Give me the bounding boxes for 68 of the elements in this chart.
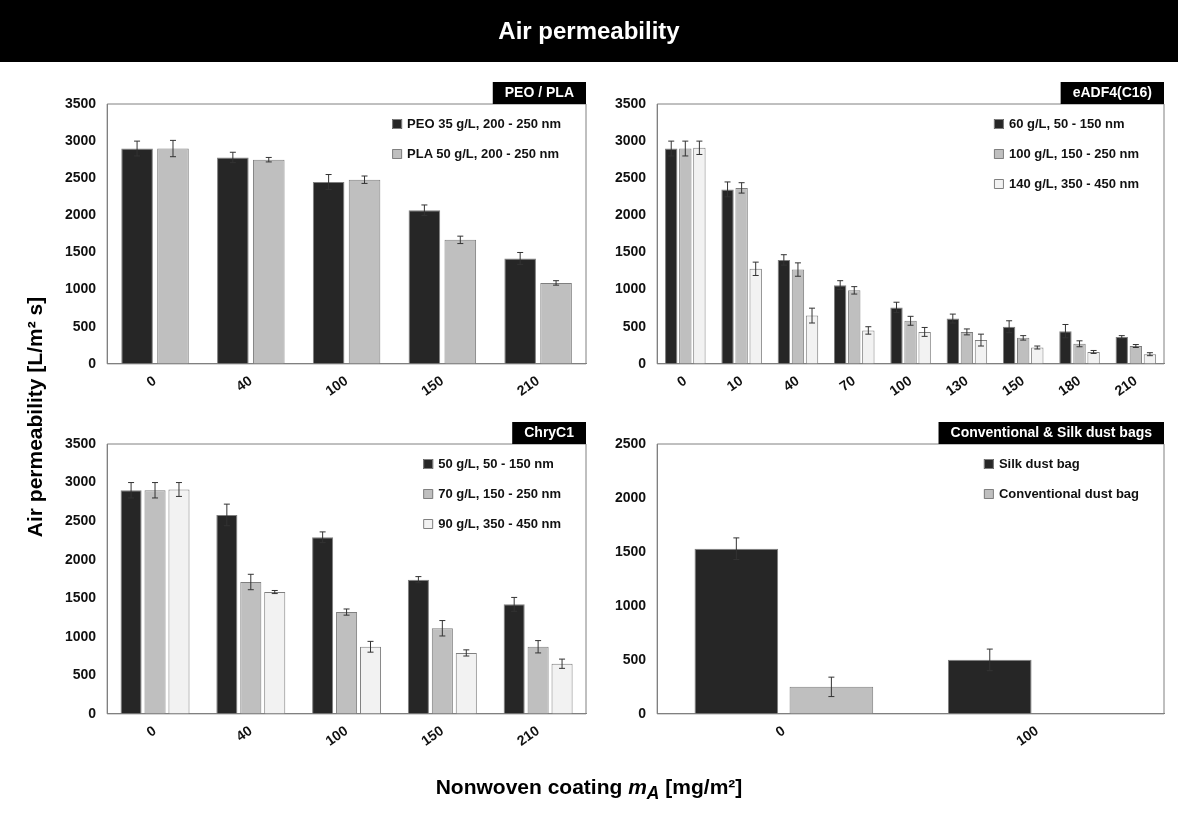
y-tick-label: 1000	[64, 280, 97, 297]
y-tick-label: 0	[638, 354, 647, 371]
chart-title: Conventional & Silk dust bags	[950, 423, 1153, 440]
x-tick-label: 0	[673, 372, 690, 390]
y-tick-label: 2500	[614, 169, 647, 186]
legend-label: Silk dust bag	[998, 455, 1080, 471]
y-tick-label: 1500	[614, 542, 647, 559]
legend-label: 90 g/L, 350 - 450 nm	[438, 515, 562, 531]
legend-label: 140 g/L, 350 - 450 nm	[1008, 175, 1140, 191]
y-tick-label: 500	[622, 650, 647, 667]
y-tick-label: 0	[88, 354, 97, 371]
legend-label: PEO 35 g/L, 200 - 250 nm	[407, 115, 562, 131]
chart-title: eADF4(C16)	[1072, 83, 1152, 100]
y-tick-label: 2000	[64, 206, 97, 223]
x-tick-label: 100	[886, 372, 915, 399]
x-tick-label: 210	[513, 372, 543, 399]
x-tick-label: 150	[417, 722, 447, 749]
legend-label: Conventional dust bag	[998, 485, 1140, 501]
y-tick-label: 3500	[64, 94, 97, 111]
x-tick-label: 40	[779, 372, 803, 395]
chart-title: ChryC1	[524, 423, 575, 440]
y-tick-label: 2500	[64, 511, 97, 528]
x-tick-label: 150	[998, 372, 1028, 399]
y-tick-label: 1000	[64, 627, 97, 644]
x-tick-label: 10	[723, 372, 746, 395]
y-tick-label: 2000	[64, 550, 97, 567]
y-tick-label: 500	[72, 666, 97, 683]
legend-label: 60 g/L, 50 - 150 nm	[1008, 115, 1125, 131]
y-tick-label: 0	[638, 704, 647, 721]
y-tick-label: 3000	[64, 131, 97, 148]
y-tick-label: 1000	[614, 280, 647, 297]
x-tick-label: 100	[322, 372, 351, 399]
x-tick-label: 70	[836, 372, 859, 395]
text: Air permeability	[0, 0, 1178, 62]
x-tick-label: 100	[1012, 722, 1042, 749]
y-tick-label: 2500	[614, 434, 647, 451]
x-tick-label: 130	[942, 372, 971, 399]
chart-title: PEO / PLA	[504, 83, 574, 100]
x-tick-label: 40	[232, 722, 255, 745]
y-axis-title: Air permeability [L/m² s]	[23, 295, 47, 540]
x-tick-label: 210	[1111, 372, 1140, 399]
y-tick-label: 0	[88, 704, 97, 721]
y-tick-label: 2000	[614, 206, 647, 223]
x-tick-label: 0	[143, 372, 160, 390]
x-tick-label: 100	[322, 722, 351, 749]
x-tick-label: 210	[513, 722, 543, 749]
y-tick-label: 1000	[614, 596, 647, 613]
y-tick-label: 2500	[64, 169, 97, 186]
y-tick-label: 500	[622, 317, 647, 334]
y-tick-label: 3000	[614, 131, 647, 148]
y-tick-label: 3000	[64, 473, 97, 490]
legend-label: 50 g/L, 50 - 150 nm	[438, 455, 554, 471]
x-tick-label: 0	[772, 722, 788, 740]
x-tick-label: 150	[417, 372, 447, 399]
x-tick-label: 0	[143, 722, 160, 740]
y-tick-label: 3500	[614, 94, 647, 111]
y-tick-label: 2000	[614, 488, 647, 505]
x-tick-label: 180	[1055, 372, 1084, 399]
y-tick-label: 1500	[64, 589, 97, 606]
y-tick-label: 1500	[64, 243, 97, 260]
x-tick-label: 40	[232, 372, 255, 395]
legend-label: PLA 50 g/L, 200 - 250 nm	[407, 145, 560, 161]
y-tick-label: 3500	[64, 434, 97, 451]
x-axis-title: Nonwoven coating m$_{A}$ [mg/m²]	[434, 775, 744, 805]
legend-label: 100 g/L, 150 - 250 nm	[1008, 145, 1140, 161]
legend-label: 70 g/L, 150 - 250 nm	[438, 485, 562, 501]
y-tick-label: 1500	[614, 243, 647, 260]
y-tick-label: 500	[72, 317, 97, 334]
